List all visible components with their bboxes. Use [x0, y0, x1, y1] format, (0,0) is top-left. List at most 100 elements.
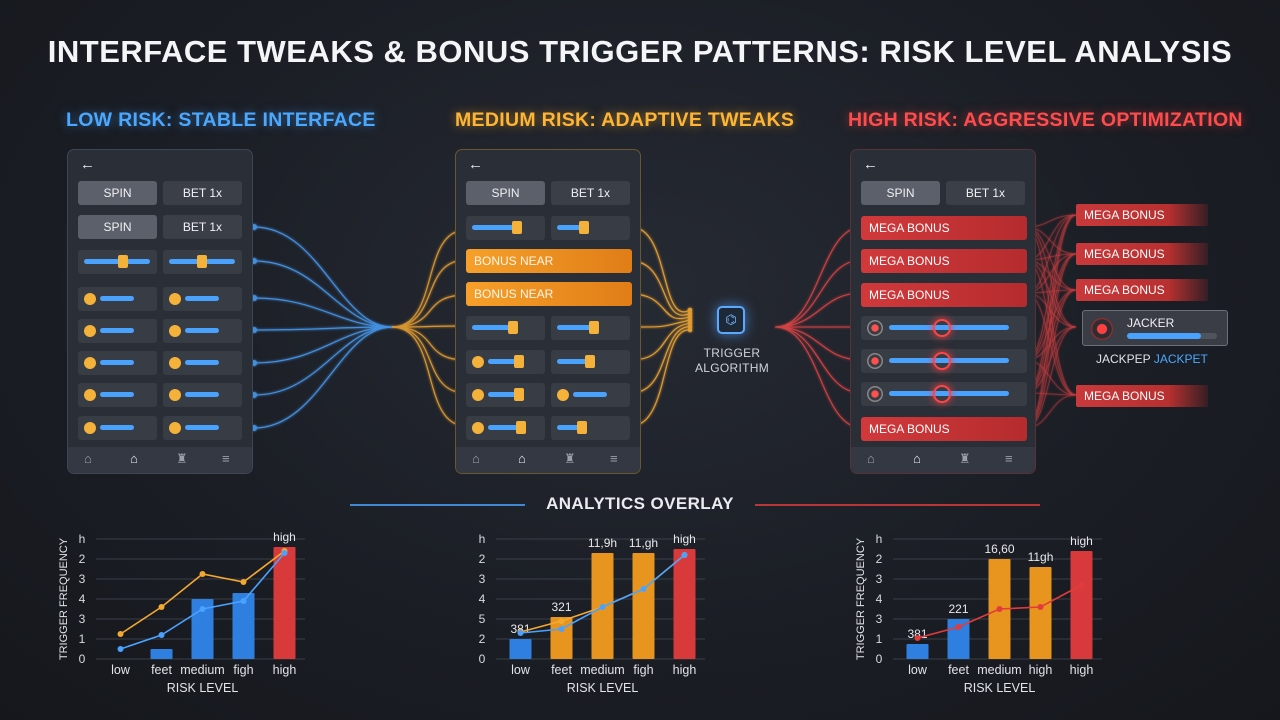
menu-icon[interactable]: ≡: [610, 451, 618, 466]
x-tick-label: medium: [977, 663, 1021, 677]
home-icon[interactable]: ⌂: [518, 451, 526, 466]
home-outline-icon[interactable]: ⌂: [84, 451, 92, 466]
bar: [509, 639, 532, 659]
bottom-nav: ⌂ ⌂ ♜ ≡: [456, 447, 640, 473]
bar: [1070, 551, 1093, 659]
medium-risk-heading: MEDIUM RISK: ADAPTIVE TWEAKS: [455, 109, 795, 131]
coin-slider[interactable]: [78, 319, 157, 343]
bet-button[interactable]: BET 1x: [163, 181, 242, 205]
y-tick-label: 5: [479, 612, 486, 626]
coin-icon: [84, 293, 96, 305]
slider-control[interactable]: [551, 216, 630, 240]
series-point: [681, 552, 688, 558]
coin-slider[interactable]: [78, 351, 157, 375]
slider-control[interactable]: [466, 216, 545, 240]
bet-button[interactable]: BET 1x: [946, 181, 1025, 205]
x-tick-label: medium: [180, 663, 224, 677]
jacker-card[interactable]: JACKER: [1082, 310, 1228, 346]
home-icon[interactable]: ⌂: [913, 451, 921, 466]
mega-bonus-output: MEGA BONUS: [1076, 385, 1208, 407]
coin-slider[interactable]: [551, 350, 630, 374]
bonus-near-banner: BONUS NEAR: [466, 282, 632, 306]
home-icon[interactable]: ⌂: [130, 451, 138, 466]
bonus-near-banner: BONUS NEAR: [466, 249, 632, 273]
x-tick-label: feet: [551, 663, 572, 677]
y-tick-label: 0: [79, 652, 86, 666]
series-point: [558, 626, 565, 632]
series-point: [517, 630, 524, 636]
coin-icon: [169, 293, 181, 305]
slider-control[interactable]: [551, 316, 630, 340]
jackpot-icon: [867, 320, 883, 336]
back-arrow-icon[interactable]: ←: [468, 156, 483, 173]
home-outline-icon[interactable]: ⌂: [472, 451, 480, 466]
coin-slider[interactable]: [163, 416, 242, 440]
bar-data-label: 11,9h: [588, 536, 617, 550]
jackpot-slider[interactable]: [861, 382, 1027, 406]
y-tick-label: 2: [876, 552, 883, 566]
jackpot-slider[interactable]: [861, 349, 1027, 373]
coin-slider[interactable]: [551, 416, 630, 440]
coin-slider[interactable]: [163, 351, 242, 375]
x-tick-label: feet: [151, 663, 172, 677]
bar-data-label: 16,60: [984, 542, 1014, 556]
series-point: [1078, 582, 1085, 588]
coin-slider[interactable]: [551, 383, 630, 407]
y-axis-label: TRIGGER FREQUENCY: [58, 537, 70, 660]
series-point: [996, 606, 1003, 612]
coin-slider[interactable]: [78, 383, 157, 407]
series-point: [240, 579, 247, 585]
x-tick-label: high: [1070, 663, 1094, 677]
y-tick-label: 4: [479, 592, 486, 606]
gift-icon[interactable]: ♜: [176, 451, 188, 466]
bar-data-label: 11,gh: [629, 536, 658, 550]
x-tick-label: figh: [233, 663, 253, 677]
spin-button[interactable]: SPIN: [861, 181, 940, 205]
coin-slider[interactable]: [466, 350, 545, 374]
coin-icon: [472, 422, 484, 434]
back-arrow-icon[interactable]: ←: [80, 156, 95, 173]
bar: [550, 617, 573, 659]
back-arrow-icon[interactable]: ←: [863, 156, 878, 173]
bottom-nav: ⌂ ⌂ ♜ ≡: [851, 447, 1035, 473]
menu-icon[interactable]: ≡: [1005, 451, 1013, 466]
bar: [232, 593, 255, 659]
spin-button[interactable]: SPIN: [78, 215, 157, 239]
coin-icon: [84, 389, 96, 401]
y-axis-label: TRIGGER FREQUENCY: [855, 537, 867, 660]
coin-slider[interactable]: [78, 287, 157, 311]
bet-button[interactable]: BET 1x: [163, 215, 242, 239]
slider-control[interactable]: [163, 250, 242, 274]
trigger-algorithm-icon[interactable]: ⌬: [717, 306, 745, 334]
y-tick-label: 2: [479, 552, 486, 566]
x-axis-label: RISK LEVEL: [964, 681, 1036, 695]
series-point: [599, 604, 606, 610]
gift-icon[interactable]: ♜: [959, 451, 971, 466]
coin-slider[interactable]: [466, 383, 545, 407]
y-tick-label: 3: [479, 572, 486, 586]
bet-button[interactable]: BET 1x: [551, 181, 630, 205]
menu-icon[interactable]: ≡: [222, 451, 230, 466]
gift-icon[interactable]: ♜: [564, 451, 576, 466]
jackpot-icon: [867, 353, 883, 369]
spin-button[interactable]: SPIN: [78, 181, 157, 205]
y-tick-label: h: [876, 532, 883, 546]
coin-slider[interactable]: [163, 319, 242, 343]
home-outline-icon[interactable]: ⌂: [867, 451, 875, 466]
spin-button[interactable]: SPIN: [466, 181, 545, 205]
coin-slider[interactable]: [163, 287, 242, 311]
slider-control[interactable]: [78, 250, 157, 274]
coin-slider[interactable]: [163, 383, 242, 407]
coin-icon: [84, 422, 96, 434]
y-tick-label: 3: [79, 572, 86, 586]
y-tick-label: 1: [876, 632, 883, 646]
x-tick-label: figh: [633, 663, 653, 677]
coin-slider[interactable]: [466, 416, 545, 440]
slider-control[interactable]: [466, 316, 545, 340]
y-tick-label: 0: [479, 652, 486, 666]
chart-high-risk: 0 1 3 4 3 2 h TRIGGER FREQUENCY RISK LEVEL 381 low…: [852, 527, 1112, 697]
jackpot-slider[interactable]: [861, 316, 1027, 340]
series-point: [955, 624, 962, 630]
coin-slider[interactable]: [78, 416, 157, 440]
coin-icon: [84, 325, 96, 337]
